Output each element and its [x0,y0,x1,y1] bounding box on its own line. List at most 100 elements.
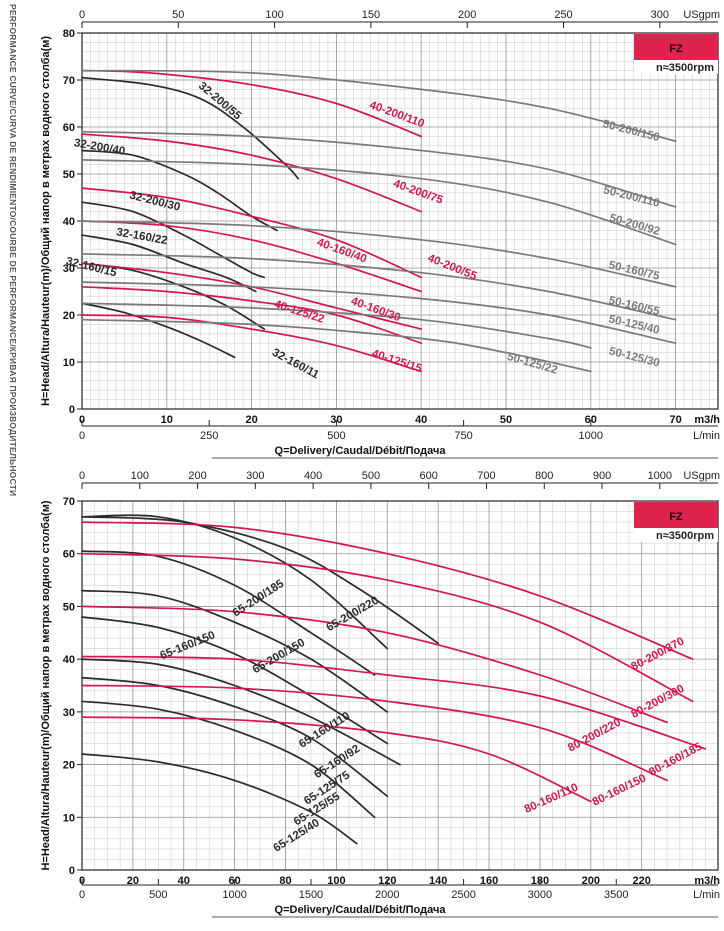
curve-40-125-15 [81,314,423,373]
speed-label: n≈3500rpm [656,62,714,74]
x-unit-label: m3/h [694,875,720,887]
usgpm-tick-label: 900 [593,470,611,482]
y-tick-label: 50 [63,601,75,613]
usgpm-tick-label: 250 [554,9,572,21]
usgpm-tick-label: 700 [477,470,495,482]
curve-80-160-150 [81,684,668,782]
lmin-tick-label: 750 [454,430,472,442]
lmin-tick-label: 1500 [299,889,323,901]
lmin-unit-label: L/min [693,889,720,901]
curve-80-200-370 [81,521,694,660]
performance-chart-bottom: 0 100 200 300 400 500 600 700 800 900 1000 USgpm010… [40,470,720,918]
y-tick-label: 70 [63,75,75,87]
usgpm-tick-label: 400 [304,470,322,482]
usgpm-tick-label: 0 [79,9,85,21]
curve-40-200-75 [81,133,423,213]
y-tick-label: 40 [63,216,75,228]
y-tick-label: 10 [63,812,75,824]
fz-badge [634,502,718,528]
y-tick-label: 20 [63,310,75,322]
curve-65-200-150 [81,550,376,676]
curve-65-125-55 [81,700,376,819]
usgpm-tick-label: 100 [265,9,283,21]
curve-80-160-185 [81,655,707,750]
curve-40-160-40 [81,220,423,293]
curve-50-200-150 [81,69,677,142]
usgpm-tick-label: 1000 [648,470,672,482]
y-tick-label: 0 [69,404,75,416]
usgpm-tick-label: 500 [362,470,380,482]
lmin-tick-label: 500 [327,430,345,442]
curve-65-160-150 [81,589,389,713]
curve-40-200-55 [81,187,423,279]
lmin-tick-label: 0 [79,889,85,901]
x-tick-label: 140 [429,875,447,887]
speed-box [634,528,718,542]
x-tick-label: 50 [500,414,512,426]
curve-32-200-40 [81,149,278,232]
curve-50-160-75 [81,220,677,288]
curve-50-125-40 [81,281,677,345]
curve-40-200-110 [81,69,423,138]
usgpm-unit-label: USgpm [683,470,720,482]
curve-65-125-75 [81,676,389,798]
x-tick-label: 40 [178,875,190,887]
x-tick-label: 10 [161,414,173,426]
usgpm-tick-label: 0 [79,470,85,482]
usgpm-tick-label: 150 [362,9,380,21]
curve-40-125-22 [81,285,423,345]
x-axis-label: Q=Delivery/Caudal/Débit/Подача [275,904,447,916]
usgpm-tick-label: 300 [246,470,264,482]
x-tick-label: 20 [245,414,257,426]
lmin-unit-label: L/min [693,430,720,442]
curve-50-200-92 [81,159,677,246]
speed-label: n≈3500rpm [656,530,714,542]
curve-65-160-110 [81,616,389,745]
lmin-tick-label: 1000 [579,430,603,442]
y-axis-label: H=Head/Altura/Hauteur(m)/Общий напор в м… [40,36,52,406]
x-tick-label: 20 [127,875,139,887]
usgpm-tick-label: 200 [458,9,476,21]
curves [81,69,677,373]
x-tick-label: 220 [633,875,651,887]
curve-80-200-300 [81,552,694,703]
curve-65-200-185 [81,514,389,650]
lmin-tick-label: 3000 [528,889,552,901]
curves [81,514,707,845]
x-tick-label: 100 [327,875,345,887]
fz-badge-text: FZ [669,43,683,55]
lmin-tick-label: 250 [200,430,218,442]
usgpm-unit-label: USgpm [683,9,720,21]
curve-50-200-110 [81,130,677,208]
x-tick-label: 70 [669,414,681,426]
x-tick-label: 160 [480,875,498,887]
y-tick-label: 0 [69,865,75,877]
y-tick-label: 30 [63,263,75,275]
side-title: PERFORMANCE CURVE/CURVA DE RENDIMIENTO/C… [8,4,18,497]
usgpm-tick-label: 50 [172,9,184,21]
usgpm-tick-label: 200 [188,470,206,482]
usgpm-tick-label: 100 [131,470,149,482]
y-tick-label: 30 [63,707,75,719]
lmin-tick-label: 0 [79,430,85,442]
lmin-tick-label: 3500 [604,889,628,901]
curve-50-125-22 [81,318,592,373]
y-tick-label: 10 [63,357,75,369]
y-tick-label: 70 [63,496,75,508]
usgpm-tick-label: 800 [535,470,553,482]
y-tick-label: 60 [63,549,75,561]
y-tick-label: 80 [63,28,75,40]
curve-80-200-220 [81,605,668,724]
x-tick-label: 80 [279,875,291,887]
curve-65-200-220 [81,515,440,645]
fz-badge-text: FZ [669,511,683,523]
lmin-tick-label: 2000 [375,889,399,901]
y-tick-label: 40 [63,654,75,666]
y-tick-label: 20 [63,760,75,772]
speed-box [634,60,718,74]
lmin-tick-label: 1000 [222,889,246,901]
curve-50-160-55 [81,253,677,321]
y-tick-label: 50 [63,169,75,181]
curve-50-125-30 [81,302,592,349]
lmin-tick-label: 2500 [451,889,475,901]
